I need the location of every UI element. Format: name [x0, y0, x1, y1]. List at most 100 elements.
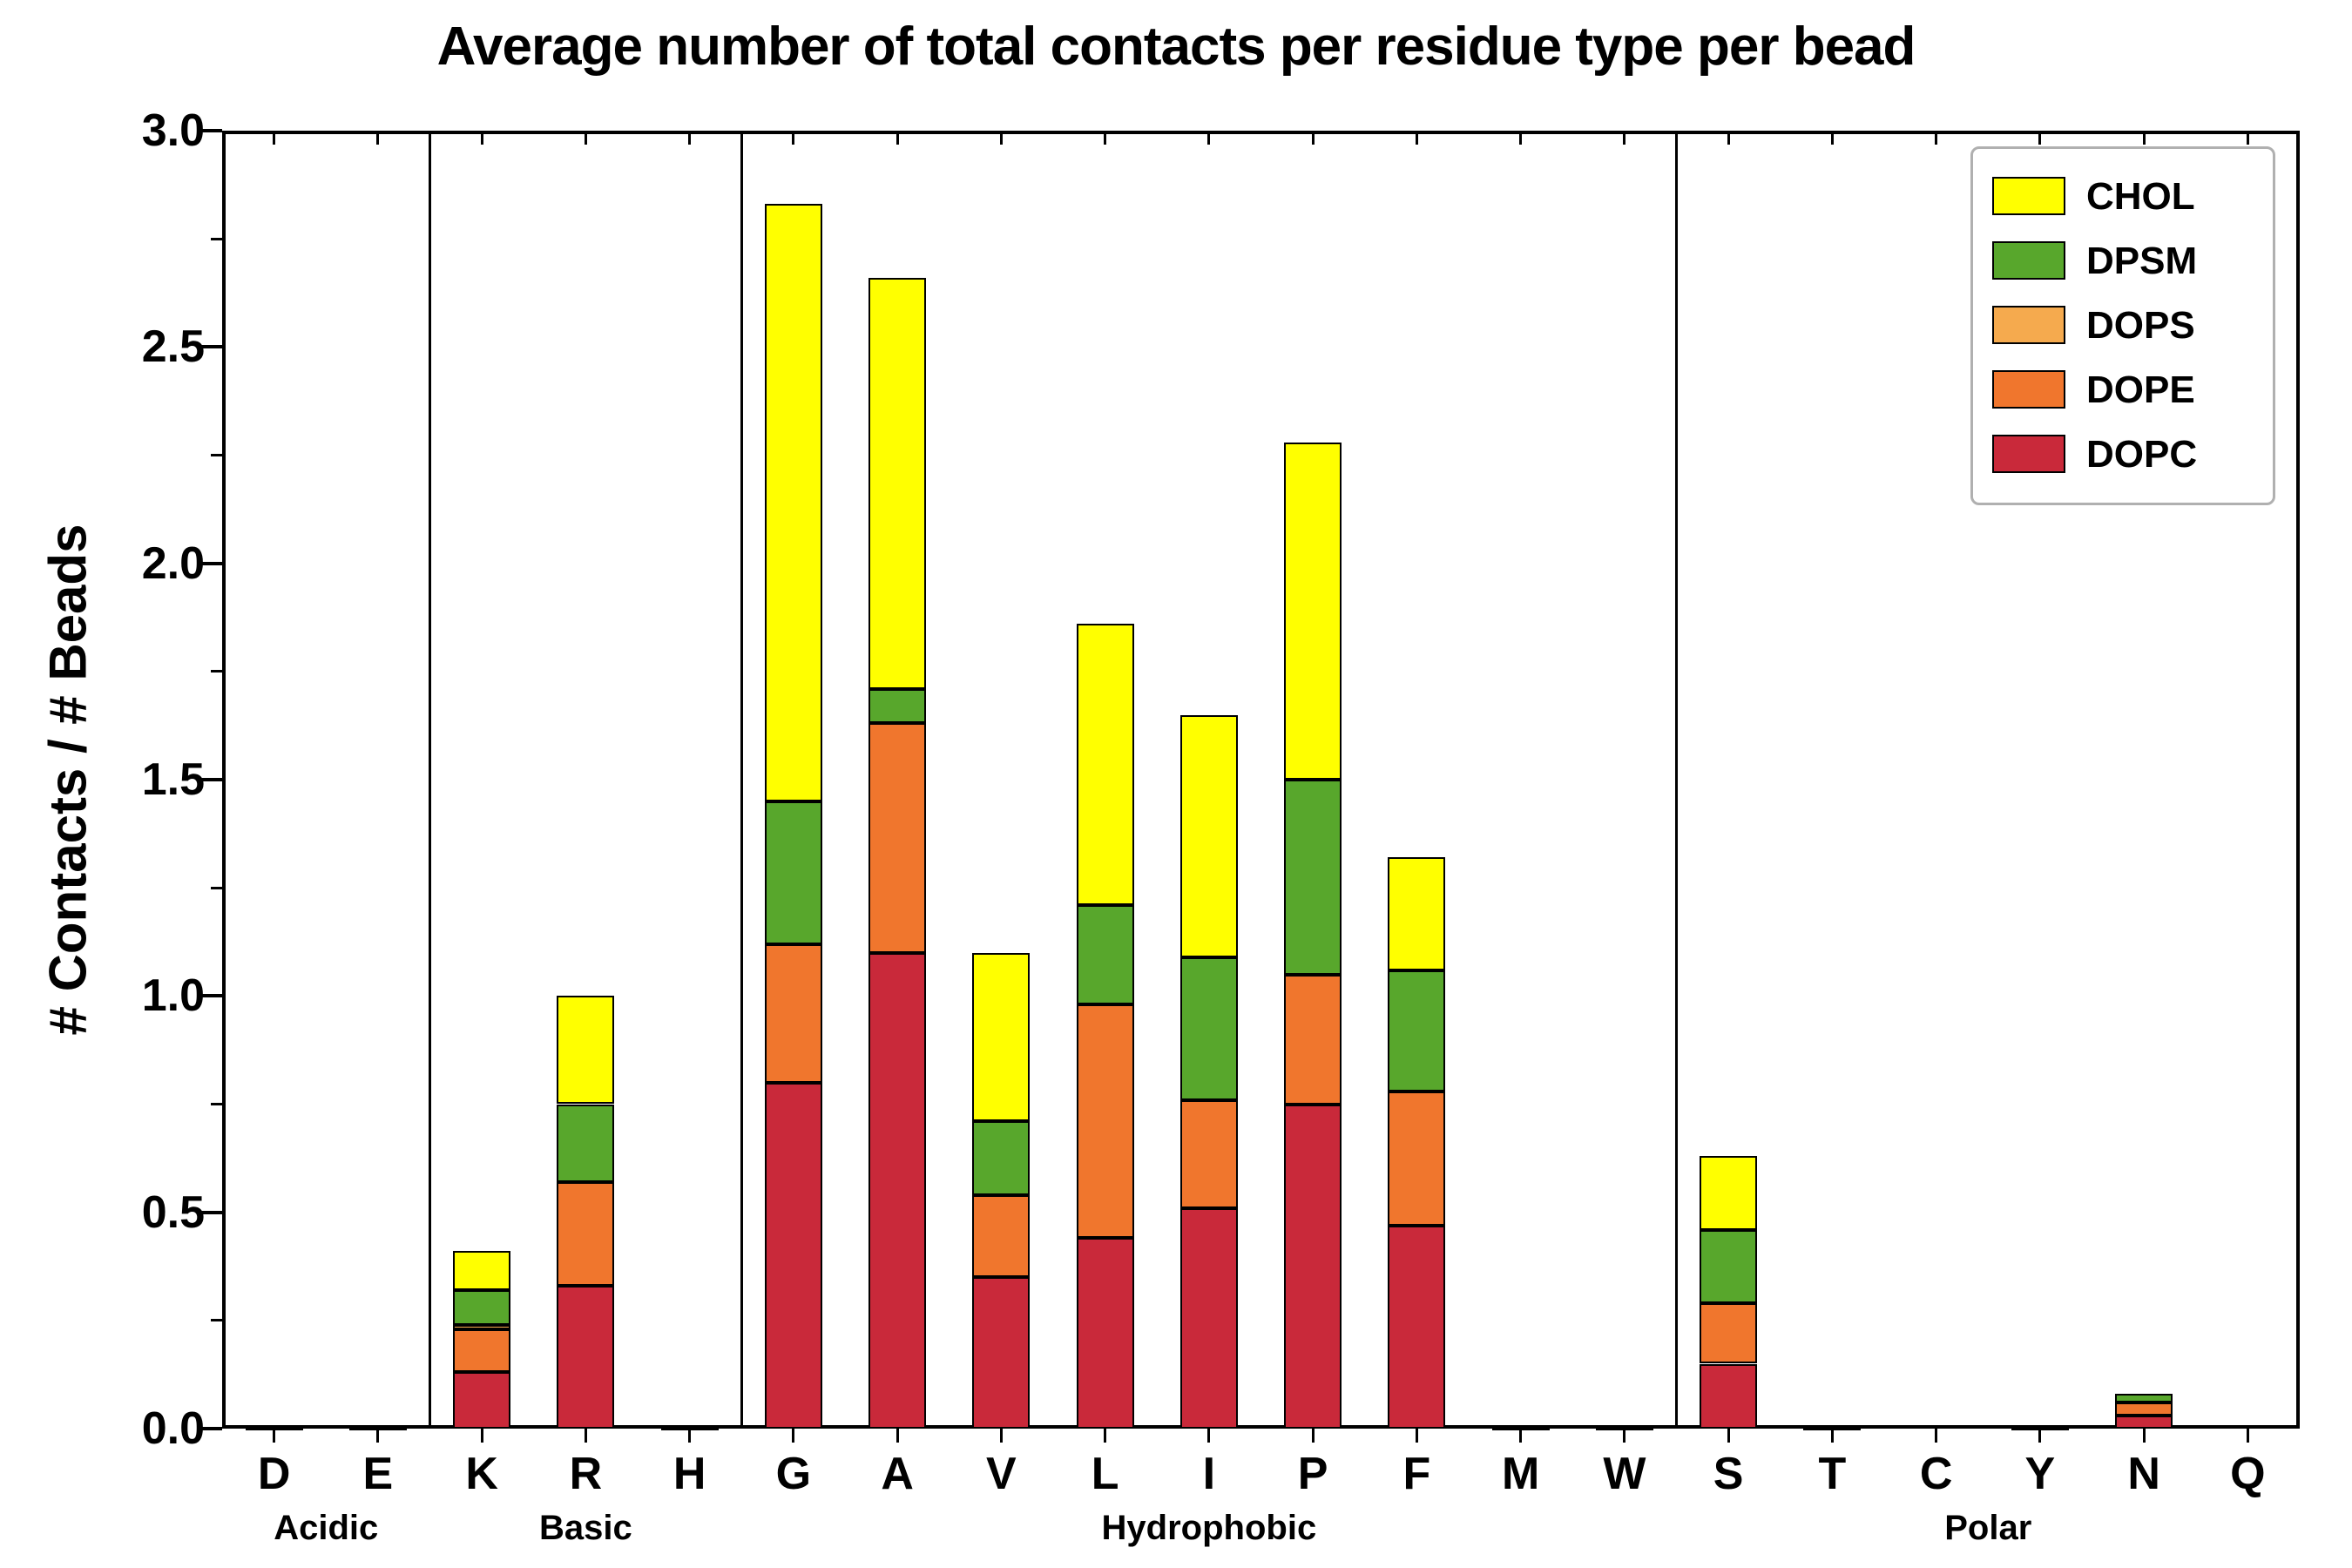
- bar-F-dopc: [1388, 1225, 1445, 1429]
- x-axis-tick-bottom: [1623, 1429, 1626, 1443]
- x-axis-tick-top: [1519, 131, 1523, 145]
- bar-L-dope: [1077, 1004, 1134, 1239]
- x-tick-label: R: [569, 1449, 603, 1499]
- y-axis-tick: [201, 994, 222, 998]
- x-tick-label: Q: [2230, 1449, 2266, 1499]
- x-axis-tick-top: [1415, 131, 1418, 145]
- y-axis-minor-tick: [211, 886, 222, 889]
- x-axis-tick-bottom: [1311, 1429, 1315, 1443]
- legend: CHOL DPSM DOPS DOPE DOPC: [1970, 146, 2275, 505]
- bar-R-chol: [557, 996, 614, 1105]
- bar-S-dpsm: [1700, 1229, 1757, 1303]
- bar-I-chol: [1180, 714, 1238, 957]
- x-group-label: Acidic: [274, 1509, 379, 1547]
- y-tick-label: 2.5: [141, 321, 205, 373]
- x-axis-tick-top: [2142, 131, 2146, 145]
- x-axis-tick-bottom: [1727, 1429, 1730, 1443]
- legend-entry-chol: CHOL: [1992, 165, 2254, 229]
- chart-title: Average number of total contacts per res…: [436, 17, 1916, 77]
- y-axis-minor-tick: [211, 237, 222, 240]
- y-tick-label: 1.0: [141, 970, 205, 1022]
- bar-V-dpsm: [972, 1121, 1030, 1195]
- x-axis-tick-top: [999, 131, 1003, 145]
- bar-R-dopc: [557, 1286, 614, 1429]
- x-tick-label: E: [362, 1449, 394, 1499]
- x-axis-tick-bottom: [273, 1429, 276, 1443]
- x-tick-label: Y: [2024, 1449, 2056, 1499]
- x-group-label: Polar: [1944, 1509, 2032, 1547]
- legend-swatch-dpsm: [1992, 241, 2065, 280]
- legend-label-dopc: DOPC: [2086, 433, 2198, 476]
- legend-entry-dpsm: DPSM: [1992, 229, 2254, 294]
- x-tick-label: A: [881, 1449, 914, 1499]
- x-axis-tick-top: [1727, 131, 1730, 145]
- y-axis-tick: [201, 561, 222, 565]
- x-tick-label: M: [1501, 1449, 1540, 1499]
- x-axis-tick-top: [896, 131, 899, 145]
- y-axis-tick: [201, 1210, 222, 1214]
- y-tick-label: 2.0: [141, 537, 205, 589]
- bar-L-chol: [1077, 624, 1134, 906]
- x-axis-tick-bottom: [584, 1429, 587, 1443]
- bar-G-dopc: [765, 1082, 822, 1429]
- y-axis-tick: [201, 345, 222, 349]
- y-axis-tick: [201, 1427, 222, 1430]
- bar-I-dopc: [1180, 1207, 1238, 1429]
- bar-R-dpsm: [557, 1104, 614, 1182]
- group-separator: [740, 131, 743, 1429]
- y-axis-minor-tick: [211, 1319, 222, 1322]
- x-axis-tick-bottom: [999, 1429, 1003, 1443]
- x-axis-tick-top: [1830, 131, 1834, 145]
- group-separator: [429, 131, 431, 1429]
- x-tick-label: G: [775, 1449, 812, 1499]
- x-tick-label: F: [1402, 1449, 1431, 1499]
- x-axis-tick-bottom: [480, 1429, 483, 1443]
- bar-S-dopc: [1700, 1363, 1757, 1429]
- bar-F-dpsm: [1388, 970, 1445, 1092]
- bar-P-chol: [1284, 442, 1342, 780]
- x-axis-tick-top: [584, 131, 587, 145]
- x-axis-tick-bottom: [1935, 1429, 1938, 1443]
- x-axis-tick-top: [1104, 131, 1107, 145]
- bar-M-dopc: [1492, 1426, 1550, 1430]
- legend-swatch-dope: [1992, 370, 2065, 409]
- x-axis-tick-bottom: [1104, 1429, 1107, 1443]
- x-tick-label: I: [1202, 1449, 1216, 1499]
- x-axis-tick-top: [480, 131, 483, 145]
- bar-P-dope: [1284, 974, 1342, 1105]
- bar-W-dopc: [1596, 1426, 1653, 1430]
- x-tick-label: H: [672, 1449, 706, 1499]
- x-axis-tick-bottom: [1415, 1429, 1418, 1443]
- bar-K-chol: [453, 1251, 510, 1291]
- bar-E-dopc: [349, 1426, 407, 1430]
- bar-K-dope: [453, 1328, 510, 1373]
- x-tick-label: N: [2127, 1449, 2160, 1499]
- bar-S-chol: [1700, 1156, 1757, 1230]
- x-tick-label: W: [1603, 1449, 1646, 1499]
- legend-label-chol: CHOL: [2086, 175, 2195, 218]
- x-axis-tick-bottom: [896, 1429, 899, 1443]
- x-axis-tick-bottom: [2142, 1429, 2146, 1443]
- bar-S-dope: [1700, 1302, 1757, 1364]
- bar-A-dope: [868, 723, 926, 953]
- y-axis-tick: [201, 778, 222, 781]
- y-axis-tick: [201, 129, 222, 132]
- y-tick-label: 1.5: [141, 754, 205, 805]
- x-axis-tick-bottom: [1519, 1429, 1523, 1443]
- bar-R-dope: [557, 1181, 614, 1287]
- bar-G-dope: [765, 943, 822, 1083]
- bar-F-chol: [1388, 857, 1445, 970]
- x-tick-label: P: [1297, 1449, 1328, 1499]
- bar-N-dopc: [2115, 1416, 2173, 1429]
- x-axis-tick-top: [376, 131, 380, 145]
- group-separator: [1675, 131, 1678, 1429]
- legend-swatch-dops: [1992, 306, 2065, 344]
- bar-N-dpsm: [2115, 1394, 2173, 1403]
- bar-L-dopc: [1077, 1238, 1134, 1429]
- x-axis-tick-bottom: [1207, 1429, 1211, 1443]
- y-axis-minor-tick: [211, 454, 222, 456]
- x-axis-tick-bottom: [2246, 1429, 2249, 1443]
- x-axis-tick-top: [273, 131, 276, 145]
- legend-label-dpsm: DPSM: [2086, 240, 2198, 282]
